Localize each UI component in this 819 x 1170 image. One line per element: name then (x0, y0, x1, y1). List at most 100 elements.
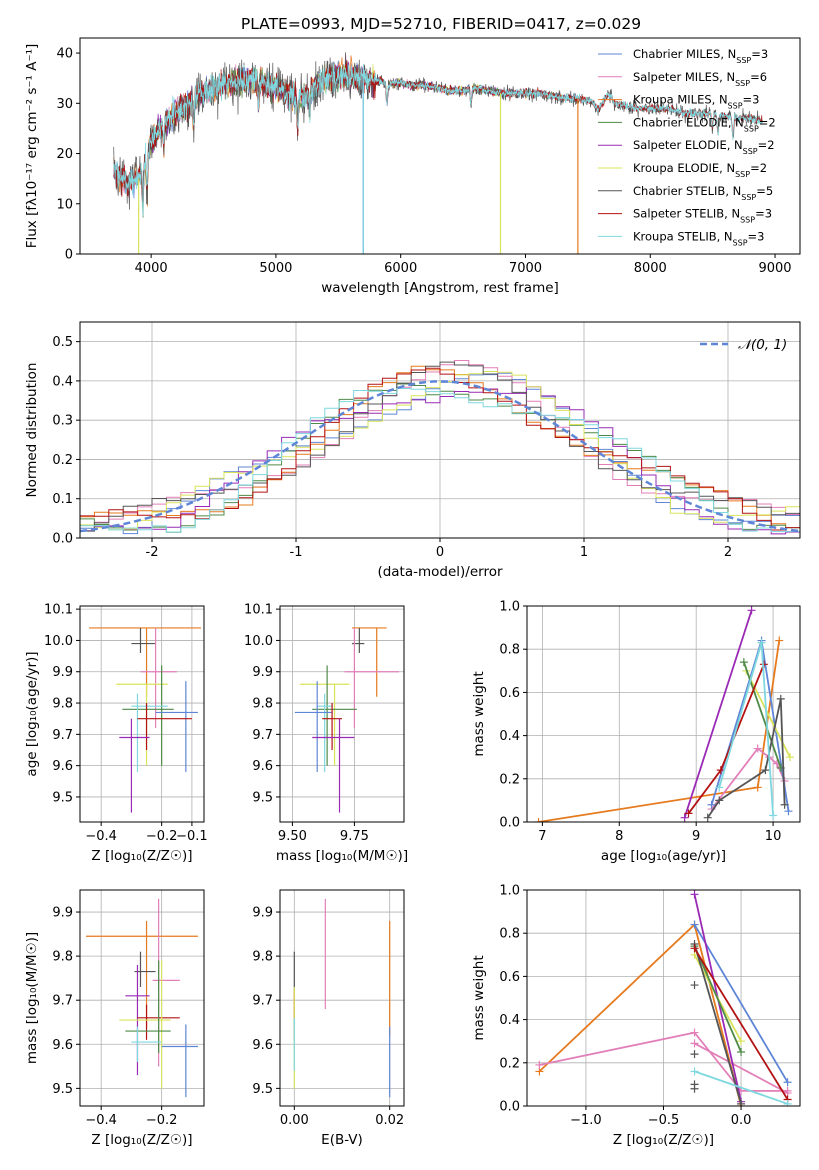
mass-vs-EBV-xlabel: E(B-V) (321, 1132, 363, 1148)
plus-marker (715, 796, 724, 805)
weight-vs-Z-ytick-label: 0.0 (499, 1100, 520, 1115)
plus-marker (684, 809, 693, 818)
plus-marker (776, 694, 785, 703)
weight-vs-age-xlabel: age [log₁₀(age/yr)] (601, 848, 726, 864)
weight-line (693, 947, 789, 1100)
mass-vs-Z-xtick-label: −0.4 (85, 1113, 117, 1128)
plus-marker (715, 783, 724, 792)
weight-vs-Z-ytick-label: 0.4 (499, 1013, 520, 1028)
legend-label: 𝒩(0, 1) (738, 337, 787, 353)
mass-vs-Z-ylabel: mass [log₁₀(M/M☉)] (24, 932, 40, 1064)
residuals-xtick-label: 2 (724, 545, 732, 560)
legend-label-sub: SSP (733, 238, 748, 247)
legend-label: Kroupa MILES, NSSP=3 (633, 93, 759, 111)
weight-vs-Z-plot-area (535, 890, 792, 1106)
mass-vs-EBV-plot-area (293, 898, 391, 1098)
residuals-xtick-label: 0 (436, 545, 444, 560)
weight-line (539, 1031, 788, 1092)
plus-marker (680, 813, 689, 822)
age-vs-mass-ytick-label: 9.6 (252, 759, 273, 774)
weight-vs-age-ytick-label: 0.6 (499, 686, 520, 701)
weight-vs-Z-xtick-label: −0.5 (648, 1113, 680, 1128)
mass-vs-EBV-ytick-label: 9.6 (252, 1038, 273, 1053)
legend-label-sub: SSP (736, 56, 751, 65)
age-vs-Z-frame-group: −0.4 −0.2−0.1 9.5 9.6 9.7 9.8 9.9 10.0 10.1 Z [lo… (24, 603, 208, 864)
figure-title: PLATE=0993, MJD=52710, FIBERID=0417, z=0… (241, 15, 641, 33)
legend-label-n: =6 (750, 70, 767, 84)
age-vs-mass-ytick-label: 9.8 (252, 697, 273, 712)
plus-marker (690, 1084, 699, 1093)
legend-label-n: =2 (758, 138, 775, 152)
weight-vs-Z-xtick-label: 0.0 (731, 1113, 752, 1128)
weight-vs-age-xtick-label: 8 (615, 829, 623, 844)
legend-label-sub: SSP (735, 78, 750, 87)
plus-marker (753, 783, 762, 792)
spectrum-ytick-label: 0 (65, 248, 73, 263)
legend-label-n: =3 (751, 47, 768, 61)
spectrum-xtick-label: 7000 (509, 261, 542, 276)
plus-marker (690, 890, 699, 899)
weight-vs-age-xtick-label: 9 (692, 829, 700, 844)
age-vs-mass-xlabel: mass [log₁₀(M/M☉)] (276, 848, 408, 864)
mass-vs-Z-ytick-label: 9.8 (52, 950, 73, 965)
weight-vs-Z-xtick-label: −1.0 (570, 1113, 602, 1128)
weight-vs-age-xtick-label: 10 (765, 829, 782, 844)
legend-label: Salpeter ELODIE, NSSP=2 (633, 138, 775, 156)
weight-vs-Z-ylabel: mass weight (471, 955, 487, 1040)
legend-label-text: Kroupa STELIB, N (633, 229, 733, 243)
legend-label: Chabrier STELIB, NSSP=5 (633, 184, 773, 202)
residuals-plot-area (80, 360, 800, 535)
weight-line (694, 1070, 788, 1105)
weight-line (693, 943, 742, 1105)
age-vs-mass-ytick-label: 9.9 (252, 665, 273, 680)
weight-vs-Z-ytick-label: 0.8 (499, 927, 520, 942)
spectrum-xtick-label: 4000 (135, 261, 168, 276)
legend-label-text: Chabrier STELIB, N (633, 184, 741, 198)
mass-vs-Z-frame-group: −0.4 −0.2 9.5 9.6 9.7 9.8 9.9 Z [log₁₀(Z/Z☉)] ma… (24, 889, 205, 1148)
plus-marker (784, 807, 793, 816)
weight-vs-Z-axes: −1.0 −0.5 0.0 0.0 0.2 0.4 0.6 0.8 1.0 Z [log₁₀(Z/… (471, 884, 801, 1148)
age-vs-mass-ytick-label: 10.0 (244, 634, 273, 649)
plus-marker (534, 818, 543, 822)
weight-vs-age-ylabel: mass weight (471, 671, 487, 756)
age-vs-mass-frame-group: 9.50 9.75 9.5 9.6 9.7 9.8 9.9 10.0 10.1 mass [log… (244, 603, 408, 864)
spectrum-ytick-label: 20 (56, 147, 73, 162)
mass-vs-Z-xlabel: Z [log₁₀(Z/Z☉)] (91, 1132, 192, 1148)
legend-label: Kroupa STELIB, NSSP=3 (633, 229, 764, 247)
weight-vs-Z-xlabel: Z [log₁₀(Z/Z☉)] (613, 1132, 714, 1148)
weight-vs-age-ytick-label: 0.8 (499, 643, 520, 658)
mass-vs-EBV-xtick-label: 0.00 (280, 1113, 309, 1128)
legend-label: Chabrier ELODIE, NSSP=2 (633, 115, 776, 132)
mass-vs-Z-ytick-label: 9.7 (52, 994, 73, 1009)
plus-marker (703, 813, 712, 822)
weight-line (683, 610, 753, 818)
mass-vs-Z-plot-area (86, 898, 198, 1098)
residuals-ytick-label: 0.5 (52, 335, 73, 350)
residuals-xtick-label: 1 (580, 545, 588, 560)
legend-label-sub: SSP (741, 192, 756, 201)
weight-vs-age-axes: 7 8 9 10 0.0 0.2 0.4 0.6 0.8 1.0 age [log₁₀(age/yr… (471, 600, 801, 864)
plus-marker (690, 1039, 699, 1048)
residuals-axes: -2 -1 0 1 2 0.0 0.1 0.2 0.3 0.4 0.5 (data-model)/er… (24, 321, 801, 580)
plus-marker (690, 944, 699, 953)
legend-label-sub: SSP (743, 147, 758, 156)
residuals-ytick-label: 0.2 (52, 453, 73, 468)
residuals-ytick-label: 0.1 (52, 492, 73, 507)
normal-curve (80, 380, 800, 533)
age-vs-Z-ylabel: age [log₁₀(age/yr)] (24, 651, 40, 776)
age-vs-mass-frame (279, 605, 405, 823)
mass-vs-EBV-frame-group: 0.00 0.02 9.5 9.6 9.7 9.8 9.9 E(B-V) (252, 889, 405, 1148)
mass-vs-Z-ytick-label: 9.9 (52, 906, 73, 921)
residuals-xtick-label: -2 (146, 545, 159, 560)
legend-label-n: =2 (759, 115, 776, 129)
age-vs-mass-axes: 9.50 9.75 9.5 9.6 9.7 9.8 9.9 10.0 10.1 mass [log… (244, 603, 408, 864)
age-vs-Z-ytick-label: 9.8 (52, 697, 73, 712)
spectrum-xlabel: wavelength [Angstrom, rest frame] (321, 280, 559, 296)
weight-line (693, 924, 789, 1083)
plus-marker (783, 1078, 792, 1087)
age-vs-Z-ytick-label: 9.7 (52, 728, 73, 743)
residuals-ytick-label: 0.0 (52, 532, 73, 547)
mass-vs-Z-frame (79, 889, 205, 1107)
age-vs-Z-xtick-label: −0.1 (176, 829, 208, 844)
mass-vs-Z-xtick-label: −0.2 (146, 1113, 178, 1128)
